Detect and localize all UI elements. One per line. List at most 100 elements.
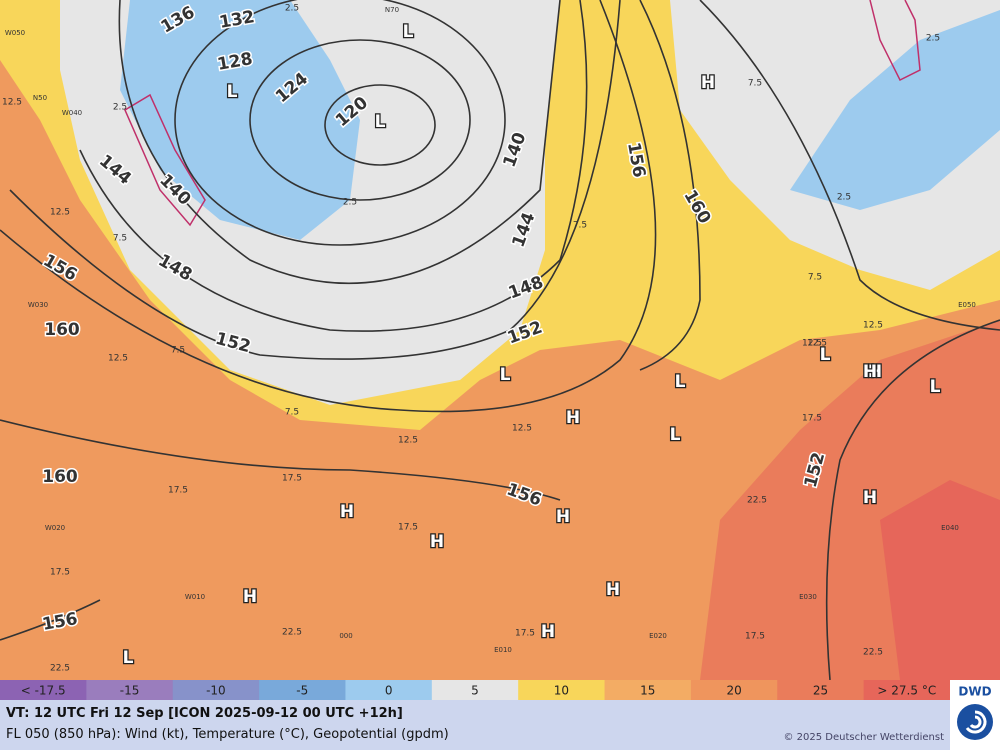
legend-swatch bbox=[259, 680, 346, 700]
pressure-center: L bbox=[930, 377, 941, 397]
pressure-center: L bbox=[403, 22, 414, 42]
logo-text: DWD bbox=[958, 685, 991, 699]
logo-swirl bbox=[965, 710, 987, 734]
legend-swatch bbox=[86, 680, 174, 700]
legend-swatch bbox=[604, 680, 692, 700]
legend-swatch bbox=[345, 680, 433, 700]
legend-label: < -17.5 bbox=[21, 684, 66, 698]
flight-level-label: E050 bbox=[958, 301, 976, 309]
flight-level-label: W010 bbox=[185, 593, 205, 601]
pressure-center: H bbox=[556, 507, 570, 527]
flight-level-label: N70 bbox=[385, 6, 399, 14]
contour-line bbox=[79, 0, 588, 332]
legend-label: 5 bbox=[471, 684, 479, 698]
isotherm-label: 7.5 bbox=[573, 221, 587, 231]
isotherm-line bbox=[124, 93, 206, 227]
contour-label: 132 bbox=[218, 7, 256, 33]
isotherm-label: 12.5 bbox=[802, 339, 822, 349]
isotherm-label: 2.5 bbox=[926, 34, 940, 44]
contour-line bbox=[9, 0, 621, 360]
isotherm-label: 7.5 bbox=[171, 346, 185, 356]
pressure-center: H bbox=[541, 622, 555, 642]
isotherm-label: 2.5 bbox=[343, 198, 357, 208]
flight-level-label: 000 bbox=[339, 632, 352, 640]
legend-swatch bbox=[690, 680, 778, 700]
flight-level-label: E010 bbox=[494, 646, 512, 654]
geopotential-contours bbox=[0, 0, 1000, 681]
contour-line bbox=[825, 319, 1000, 681]
cold-area bbox=[120, 0, 360, 240]
isotherm-label: 22.5 bbox=[863, 648, 883, 658]
contour-line bbox=[639, 0, 701, 371]
isotherm-label: 22.5 bbox=[50, 664, 70, 674]
legend-swatch bbox=[0, 680, 87, 700]
isotherm-label: 7.5 bbox=[285, 408, 299, 418]
isotherm-label: 12.5 bbox=[863, 321, 883, 331]
pressure-center: L bbox=[675, 372, 686, 392]
color-legend: < -17.5 -15 -10 -5 0 5 10 15 20 25 > 27.5 °C bbox=[0, 680, 951, 700]
contour-line bbox=[699, 0, 1000, 331]
logo-icon bbox=[957, 704, 993, 740]
isotherm-label: 22.5 bbox=[747, 496, 767, 506]
legend-swatch bbox=[863, 680, 951, 700]
isotherm-label: 7.5 bbox=[808, 273, 822, 283]
hottest-area bbox=[880, 480, 1000, 680]
legend-label: -5 bbox=[296, 684, 308, 698]
flight-level-label: W040 bbox=[62, 109, 82, 117]
pressure-center: H bbox=[340, 502, 354, 522]
contour-line bbox=[324, 84, 436, 166]
pressure-center: H bbox=[243, 587, 257, 607]
isotherm-label: 12.5 bbox=[512, 424, 532, 434]
isotherm-label: 2.5 bbox=[837, 193, 851, 203]
isotherm-label: 12.5 bbox=[398, 436, 418, 446]
contour-label: 160 bbox=[42, 467, 78, 487]
legend-swatch bbox=[518, 680, 606, 700]
cold-area-east bbox=[790, 10, 1000, 210]
legend-label: > 27.5 °C bbox=[877, 684, 936, 698]
legend-label: -15 bbox=[120, 684, 140, 698]
isotherm-label: 7.5 bbox=[748, 79, 762, 89]
isotherm-label: 12.5 bbox=[2, 98, 22, 108]
pressure-center: H bbox=[701, 73, 715, 93]
pressure-center: H bbox=[430, 532, 444, 552]
pressure-center: H bbox=[606, 580, 620, 600]
flight-level-label: W020 bbox=[45, 524, 65, 532]
flight-level-label: W030 bbox=[28, 301, 48, 309]
legend-label: 25 bbox=[813, 684, 828, 698]
isotherm-label: 12.5 bbox=[807, 339, 827, 349]
legend-label: 15 bbox=[640, 684, 655, 698]
contour-line bbox=[118, 0, 561, 285]
isotherm-label: 17.5 bbox=[802, 414, 822, 424]
isotherm-label: 12.5 bbox=[108, 354, 128, 364]
legend-label: 10 bbox=[554, 684, 569, 698]
flight-level-label: E040 bbox=[941, 524, 959, 532]
legend-label: 0 bbox=[385, 684, 393, 698]
pressure-center: H bbox=[868, 362, 882, 382]
contour-line bbox=[174, 0, 506, 246]
contour-line bbox=[0, 0, 657, 413]
pressure-center: H bbox=[863, 362, 877, 382]
isotherm-label: 17.5 bbox=[282, 474, 302, 484]
pressure-center: L bbox=[500, 365, 511, 385]
pressure-center: L bbox=[375, 112, 386, 132]
isotherm-label: 17.5 bbox=[515, 629, 535, 639]
isotherm-label: 2.5 bbox=[113, 103, 127, 113]
pressure-center: H bbox=[566, 408, 580, 428]
contour-line bbox=[249, 39, 471, 201]
valid-time: VT: 12 UTC Fri 12 Sep [ICON 2025-09-12 0… bbox=[6, 706, 403, 721]
contour-label: 160 bbox=[44, 320, 80, 340]
legend-swatch bbox=[172, 680, 260, 700]
isotherm-label: 17.5 bbox=[745, 632, 765, 642]
pressure-center: L bbox=[227, 82, 238, 102]
legend-label: -10 bbox=[206, 684, 226, 698]
pressure-center: L bbox=[670, 425, 681, 445]
isotherm-label: 17.5 bbox=[398, 523, 418, 533]
isotherm-label: 2.5 bbox=[285, 4, 299, 14]
contour-line bbox=[0, 419, 561, 501]
isotherm-label: 22.5 bbox=[282, 628, 302, 638]
isotherm-label: 12.5 bbox=[50, 208, 70, 218]
pressure-center: L bbox=[123, 648, 134, 668]
isotherm-label: 17.5 bbox=[50, 568, 70, 578]
flight-level-label: E030 bbox=[799, 593, 817, 601]
pressure-center: L bbox=[820, 345, 831, 365]
